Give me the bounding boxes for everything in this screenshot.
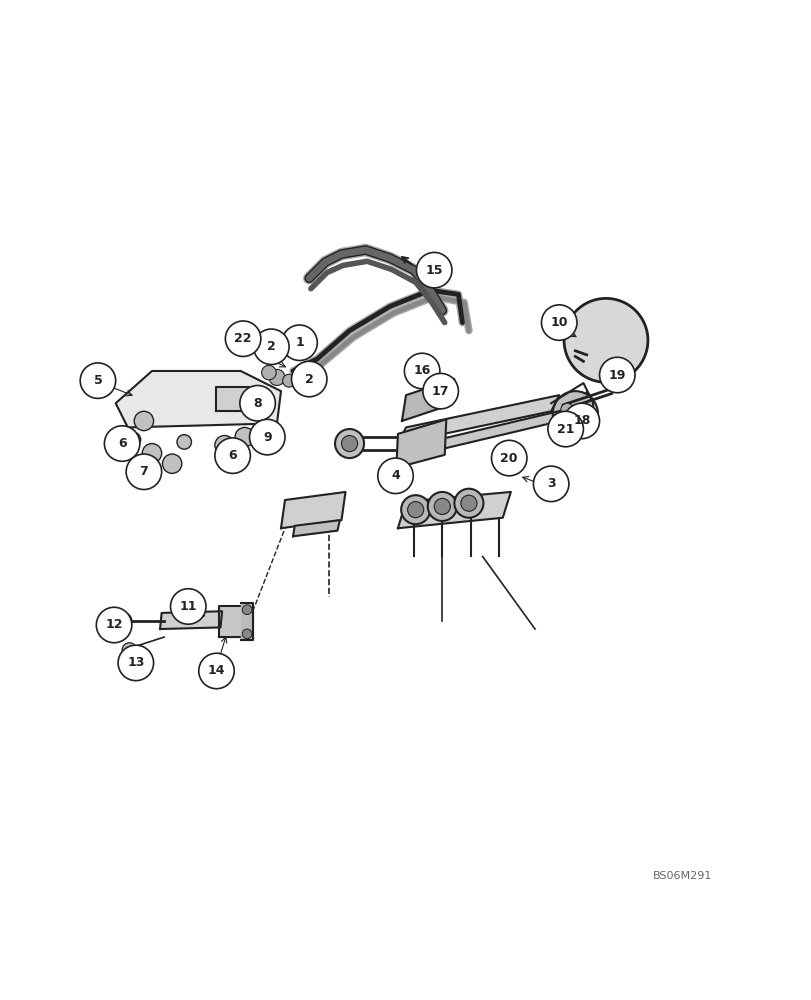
Circle shape bbox=[335, 429, 363, 458]
Text: 15: 15 bbox=[425, 264, 443, 277]
Circle shape bbox=[170, 589, 206, 624]
Circle shape bbox=[282, 374, 295, 387]
Text: 14: 14 bbox=[208, 664, 225, 677]
Circle shape bbox=[142, 444, 161, 463]
Text: 9: 9 bbox=[263, 431, 271, 444]
Polygon shape bbox=[397, 492, 510, 528]
Polygon shape bbox=[160, 611, 222, 629]
Circle shape bbox=[239, 385, 275, 421]
Polygon shape bbox=[397, 395, 559, 444]
Circle shape bbox=[423, 373, 458, 409]
Circle shape bbox=[105, 426, 139, 461]
Text: 20: 20 bbox=[500, 452, 517, 465]
Circle shape bbox=[242, 629, 251, 639]
Polygon shape bbox=[414, 407, 575, 456]
Circle shape bbox=[564, 403, 599, 439]
Polygon shape bbox=[219, 606, 244, 637]
Circle shape bbox=[134, 411, 153, 431]
Circle shape bbox=[268, 369, 285, 385]
Circle shape bbox=[199, 653, 234, 689]
Text: 12: 12 bbox=[105, 618, 122, 631]
Circle shape bbox=[291, 361, 327, 397]
Circle shape bbox=[118, 645, 153, 681]
Circle shape bbox=[80, 363, 115, 398]
Polygon shape bbox=[115, 371, 281, 427]
Text: 2: 2 bbox=[304, 373, 313, 386]
Circle shape bbox=[491, 440, 526, 476]
Circle shape bbox=[599, 357, 634, 393]
Text: 10: 10 bbox=[550, 316, 567, 329]
Circle shape bbox=[461, 495, 476, 511]
Text: 13: 13 bbox=[127, 656, 144, 669]
Circle shape bbox=[122, 643, 136, 657]
Circle shape bbox=[401, 495, 430, 524]
Text: 18: 18 bbox=[573, 414, 590, 427]
Circle shape bbox=[253, 329, 289, 365]
Text: 7: 7 bbox=[139, 465, 148, 478]
Circle shape bbox=[552, 391, 597, 436]
Polygon shape bbox=[401, 379, 454, 421]
Circle shape bbox=[215, 435, 234, 455]
Circle shape bbox=[281, 325, 317, 360]
Text: 2: 2 bbox=[267, 340, 276, 353]
Text: 17: 17 bbox=[431, 385, 448, 398]
Text: 8: 8 bbox=[253, 397, 262, 410]
Circle shape bbox=[547, 411, 582, 447]
Circle shape bbox=[97, 607, 131, 643]
Text: 11: 11 bbox=[179, 600, 197, 613]
Text: 1: 1 bbox=[295, 336, 303, 349]
Text: 6: 6 bbox=[118, 437, 127, 450]
Polygon shape bbox=[240, 603, 252, 640]
Text: 3: 3 bbox=[546, 477, 555, 490]
Circle shape bbox=[377, 458, 413, 494]
Text: 19: 19 bbox=[608, 369, 625, 382]
Text: 4: 4 bbox=[391, 469, 399, 482]
Circle shape bbox=[162, 454, 182, 473]
Circle shape bbox=[427, 492, 457, 521]
Text: 16: 16 bbox=[413, 364, 431, 377]
Circle shape bbox=[215, 438, 250, 473]
Circle shape bbox=[541, 305, 577, 340]
Text: 22: 22 bbox=[234, 332, 251, 345]
Circle shape bbox=[225, 321, 260, 356]
Circle shape bbox=[249, 419, 285, 455]
Circle shape bbox=[454, 489, 483, 518]
Polygon shape bbox=[217, 387, 248, 411]
Circle shape bbox=[416, 252, 452, 288]
Polygon shape bbox=[396, 419, 446, 468]
Circle shape bbox=[234, 427, 254, 447]
Circle shape bbox=[573, 409, 585, 422]
Circle shape bbox=[552, 413, 565, 426]
Polygon shape bbox=[281, 492, 345, 528]
Circle shape bbox=[564, 298, 647, 382]
Circle shape bbox=[341, 435, 357, 452]
Text: 6: 6 bbox=[228, 449, 237, 462]
Circle shape bbox=[242, 605, 251, 615]
Circle shape bbox=[533, 466, 569, 502]
Circle shape bbox=[126, 432, 140, 447]
Circle shape bbox=[560, 403, 573, 416]
Circle shape bbox=[177, 435, 191, 449]
Circle shape bbox=[115, 613, 131, 629]
Circle shape bbox=[261, 365, 276, 380]
Circle shape bbox=[407, 502, 423, 518]
Text: 21: 21 bbox=[556, 423, 573, 436]
Polygon shape bbox=[293, 520, 340, 536]
Circle shape bbox=[434, 498, 450, 515]
Circle shape bbox=[126, 454, 161, 490]
Circle shape bbox=[404, 353, 440, 389]
Text: 5: 5 bbox=[93, 374, 102, 387]
Text: BS06M291: BS06M291 bbox=[652, 871, 711, 881]
